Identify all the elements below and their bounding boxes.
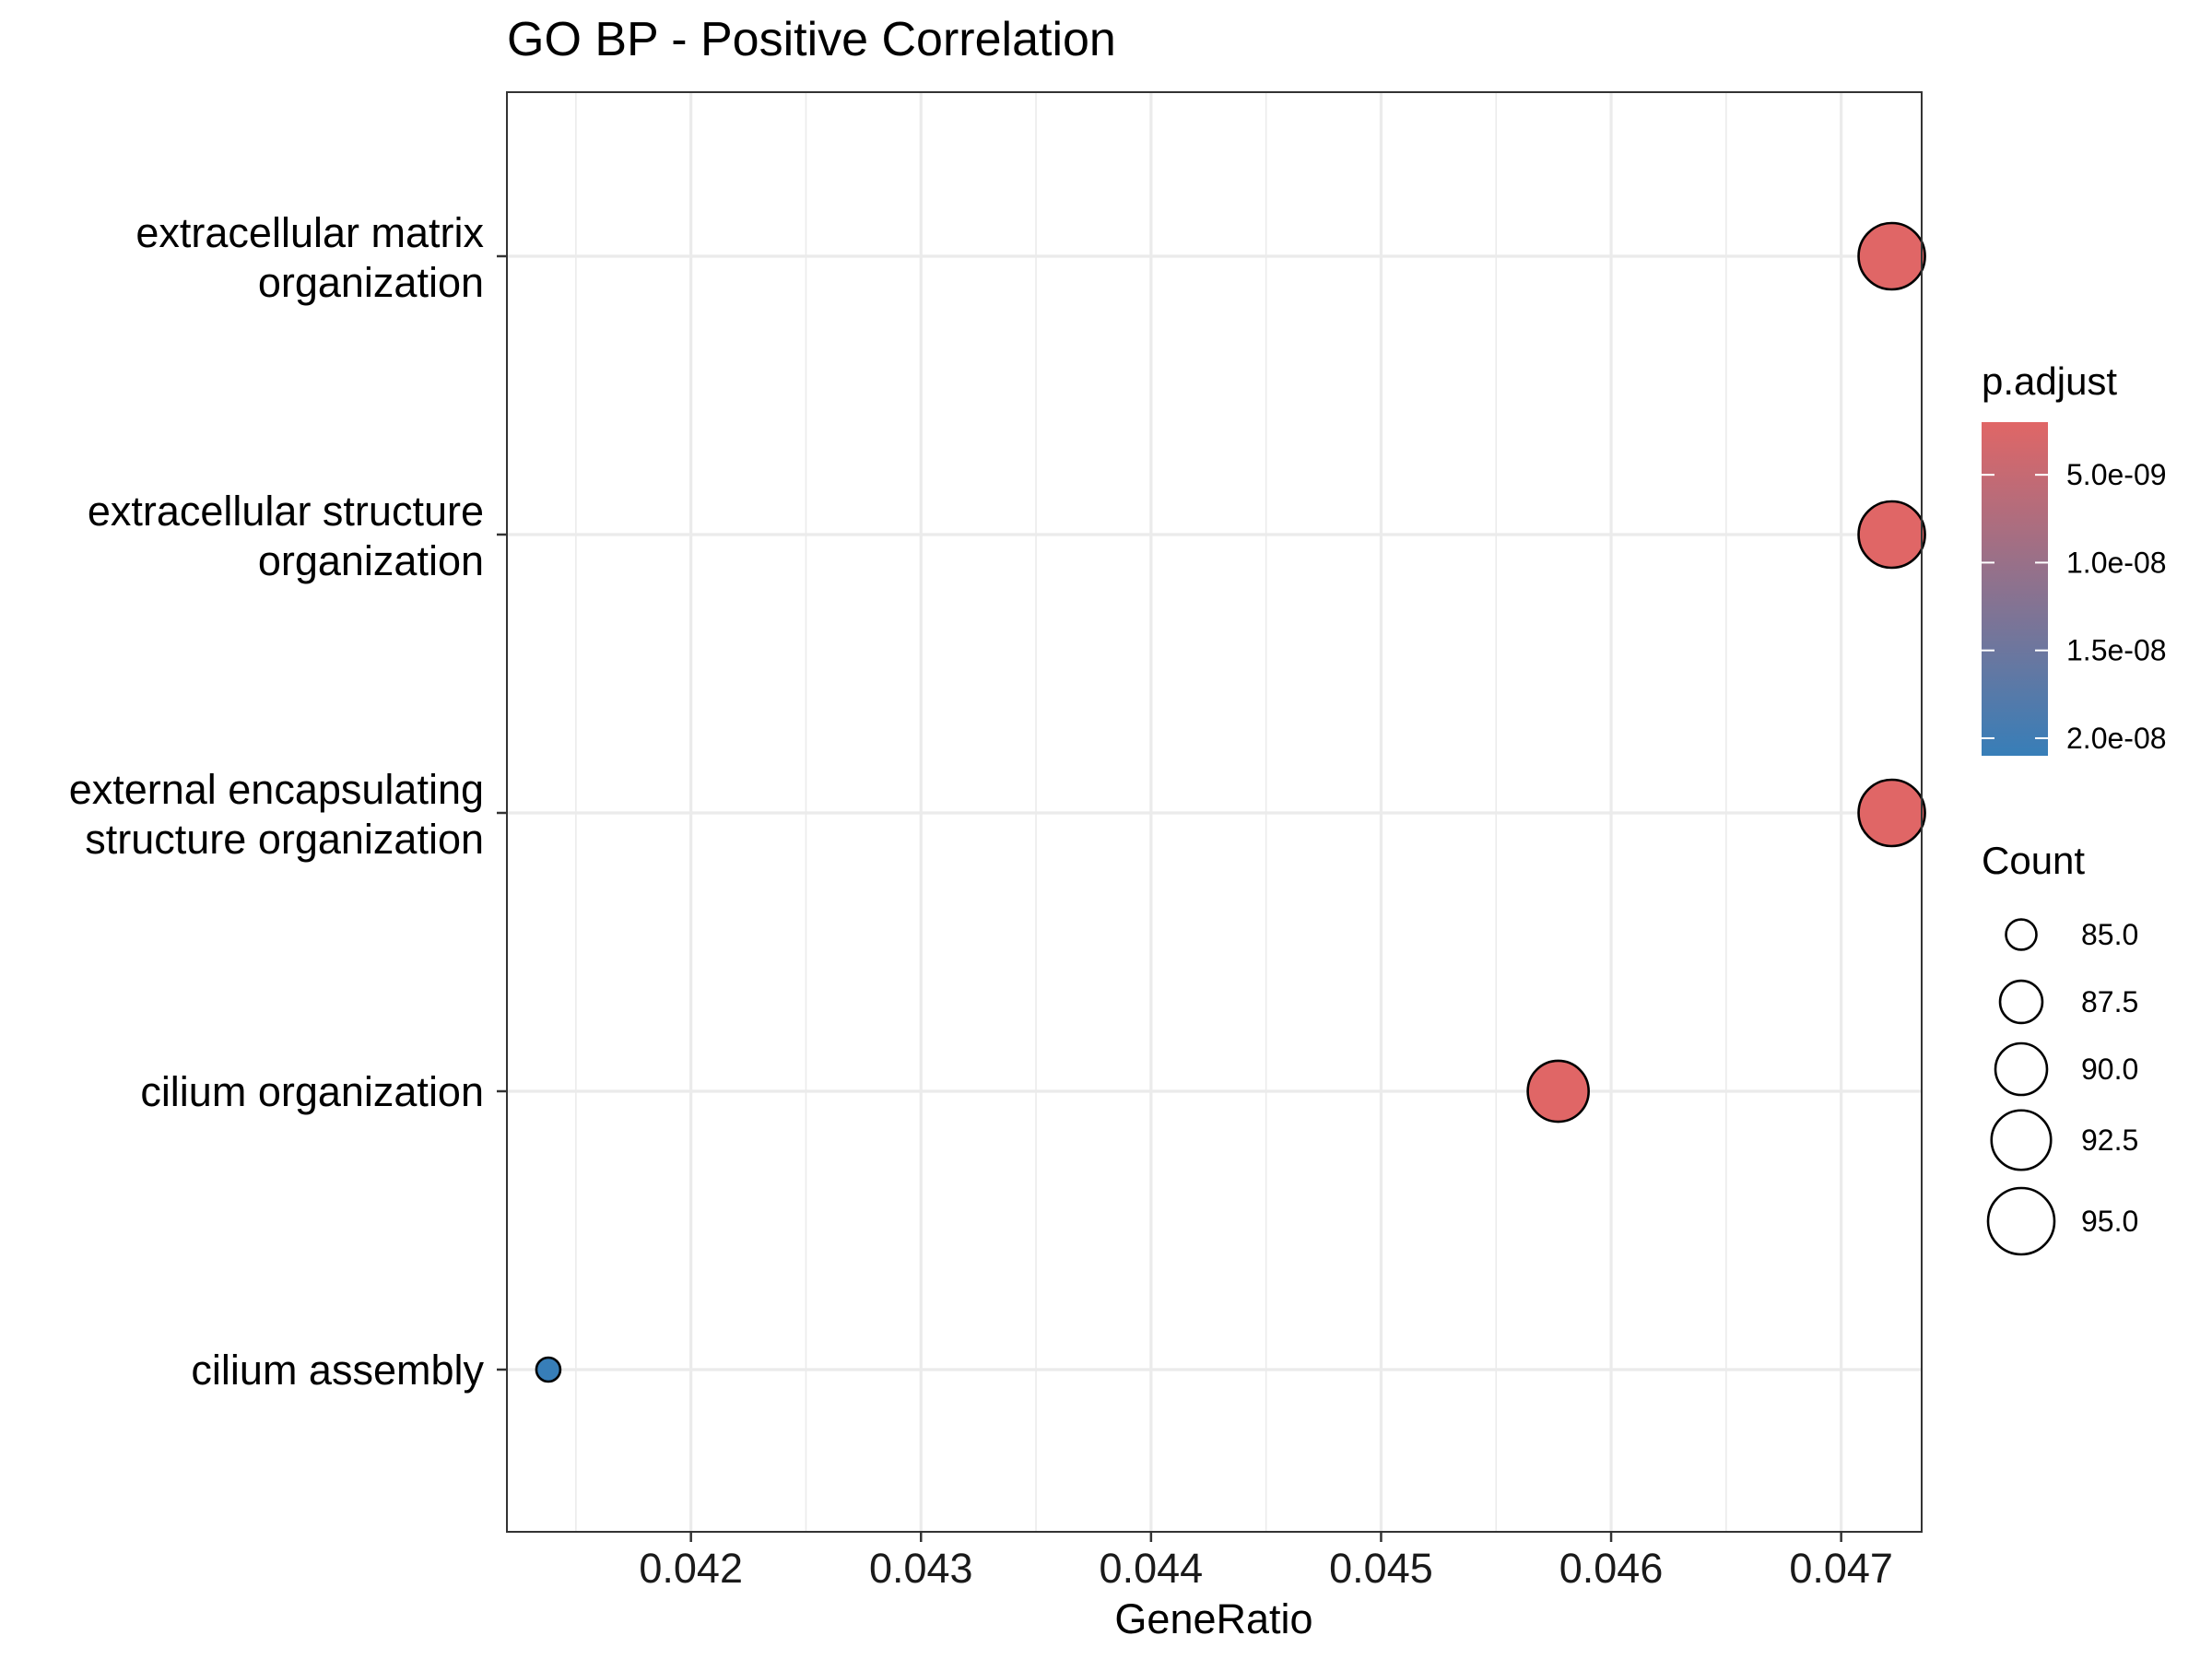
data-point [1526, 1059, 1590, 1124]
data-points [535, 221, 1926, 1383]
chart-title: GO BP - Positive Correlation [507, 13, 1116, 66]
x-axis: 0.042 0.043 0.044 0.045 0.046 0.047 [639, 1532, 1893, 1592]
size-legend: Count 85.0 87.5 90.0 92.5 95.0 [1982, 839, 2138, 1256]
size-legend-label: 95.0 [2081, 1205, 2138, 1238]
x-tick-label: 0.042 [639, 1545, 743, 1592]
data-point [535, 1356, 562, 1383]
color-bar-label: 2.0e-08 [2066, 722, 2167, 755]
size-legend-label: 92.5 [2081, 1124, 2138, 1157]
data-point [1857, 778, 1926, 848]
data-point [1857, 500, 1926, 570]
size-legend-label: 85.0 [2081, 918, 2138, 951]
size-legend-circle [1990, 1109, 2053, 1171]
size-legend-circle [1998, 979, 2044, 1025]
size-legend-label: 90.0 [2081, 1053, 2138, 1086]
plot-panel [506, 91, 1926, 1533]
x-tick-label: 0.043 [869, 1545, 973, 1592]
size-legend-circle [1986, 1186, 2056, 1256]
x-tick-label: 0.045 [1329, 1545, 1433, 1592]
x-tick-label: 0.047 [1789, 1545, 1893, 1592]
x-axis-label: GeneRatio [1114, 1595, 1312, 1642]
color-bar-ticks: 5.0e-09 1.0e-08 1.5e-08 2.0e-08 [1982, 458, 2167, 755]
y-axis: extracellular matrix organization extracel… [69, 209, 507, 1394]
y-tick-label: cilium organization [140, 1068, 484, 1115]
size-legend-keys: 85.0 87.5 90.0 92.5 95.0 [1986, 918, 2138, 1256]
y-tick-label: extracellular structure organization [88, 488, 484, 584]
grid-lines [507, 92, 1922, 1532]
color-bar-label: 1.0e-08 [2066, 546, 2167, 579]
color-legend-title: p.adjust [1982, 359, 2117, 403]
color-bar [1982, 422, 2048, 756]
data-point [1857, 221, 1926, 291]
size-legend-circle [2005, 918, 2038, 951]
color-bar-label: 1.5e-08 [2066, 634, 2167, 667]
x-tick-label: 0.046 [1559, 1545, 1664, 1592]
x-tick-label: 0.044 [1100, 1545, 1204, 1592]
size-legend-circle [1994, 1041, 2049, 1097]
size-legend-label: 87.5 [2081, 985, 2138, 1018]
y-tick-label: external encapsulating structure organiza… [69, 766, 484, 863]
color-legend: p.adjust 5.0e-09 1.0e-08 1.5e-08 2.0e-08 [1982, 359, 2167, 756]
y-tick-label: extracellular matrix organization [135, 209, 484, 306]
color-bar-label: 5.0e-09 [2066, 458, 2167, 491]
size-legend-title: Count [1982, 839, 2085, 882]
y-tick-label: cilium assembly [191, 1347, 484, 1394]
